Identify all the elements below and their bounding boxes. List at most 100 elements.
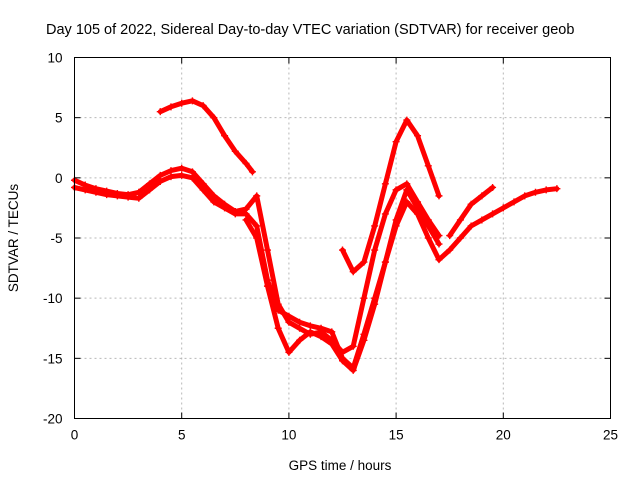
data-point-marker — [253, 222, 261, 230]
data-point-marker — [392, 216, 400, 224]
data-point-marker — [156, 177, 164, 185]
data-point-marker — [360, 294, 368, 302]
data-point-marker — [424, 222, 432, 230]
data-point-marker — [146, 186, 154, 194]
data-point-marker — [135, 188, 143, 196]
data-point-marker — [81, 181, 89, 189]
data-point-marker — [274, 300, 282, 308]
data-point-marker — [478, 192, 486, 200]
data-point-marker — [510, 198, 518, 206]
y-tick-label: -5 — [50, 231, 62, 246]
data-point-marker — [178, 171, 186, 179]
data-point-marker — [263, 246, 271, 254]
y-tick-label: -15 — [43, 351, 63, 366]
series-track-c — [242, 186, 443, 374]
x-tick-label: 10 — [281, 428, 296, 443]
data-point-marker — [392, 138, 400, 146]
data-point-marker — [296, 336, 304, 344]
data-point-marker — [489, 183, 497, 191]
data-point-marker — [167, 173, 175, 181]
data-point-marker — [339, 357, 346, 365]
series-track-d — [156, 97, 256, 176]
data-point-marker — [167, 103, 175, 111]
data-point-marker — [435, 256, 443, 264]
data-point-marker — [553, 185, 561, 193]
data-point-marker — [435, 192, 443, 200]
series-track-f — [446, 183, 497, 240]
data-point-marker — [156, 171, 164, 179]
data-point-marker — [360, 336, 368, 344]
data-point-marker — [349, 366, 357, 374]
data-point-marker — [103, 187, 111, 195]
data-point-marker — [328, 328, 336, 336]
data-point-marker — [188, 168, 196, 176]
data-point-marker — [113, 189, 121, 197]
data-point-marker — [414, 132, 422, 140]
data-point-marker — [178, 164, 186, 172]
data-point-marker — [467, 200, 475, 208]
data-point-marker — [306, 322, 314, 330]
data-point-marker — [306, 328, 314, 336]
data-point-marker — [435, 240, 443, 248]
data-point-marker — [242, 159, 250, 167]
series-line — [340, 117, 442, 275]
x-tick-label: 20 — [496, 428, 511, 443]
data-point-marker — [274, 324, 282, 332]
data-point-marker — [199, 180, 207, 188]
y-axis-label: SDTVAR / TECUs — [6, 184, 21, 293]
y-tick-label: 5 — [55, 111, 63, 126]
x-tick-label: 0 — [71, 428, 79, 443]
data-point-marker — [339, 348, 346, 356]
x-tick-label: 25 — [603, 428, 618, 443]
data-point-marker — [499, 204, 507, 212]
x-axis-label: GPS time / hours — [289, 458, 392, 473]
data-point-marker — [392, 186, 400, 194]
data-point-marker — [210, 192, 218, 200]
data-point-marker — [92, 185, 100, 193]
data-point-marker — [349, 342, 357, 350]
data-point-marker — [178, 99, 186, 107]
data-point-marker — [424, 162, 432, 170]
series-line — [72, 172, 560, 371]
series-track-e — [339, 116, 443, 276]
data-point-marker — [371, 300, 379, 308]
data-point-marker — [424, 234, 432, 242]
y-tick-label: 10 — [47, 51, 62, 66]
data-point-marker — [349, 268, 357, 276]
data-point-marker — [403, 186, 411, 194]
data-point-marker — [317, 333, 325, 341]
data-point-marker — [231, 147, 239, 155]
data-point-marker — [360, 258, 368, 266]
data-point-marker — [221, 132, 229, 140]
data-point-marker — [467, 222, 475, 230]
data-point-marker — [285, 318, 293, 326]
x-tick-label: 5 — [178, 428, 186, 443]
series-layer — [71, 97, 561, 374]
data-point-marker — [339, 246, 346, 254]
data-point-marker — [188, 97, 196, 105]
data-point-marker — [489, 210, 497, 218]
data-point-marker — [285, 348, 293, 356]
data-point-marker — [221, 200, 229, 208]
series-track-a — [71, 171, 561, 372]
data-point-marker — [135, 194, 143, 202]
data-point-marker — [478, 216, 486, 224]
data-point-marker — [199, 102, 207, 110]
data-point-marker — [446, 232, 454, 240]
data-point-marker — [296, 318, 304, 326]
data-point-marker — [531, 188, 539, 196]
data-point-marker — [124, 191, 132, 199]
data-point-marker — [296, 324, 304, 332]
data-point-marker — [403, 180, 411, 188]
data-point-marker — [381, 258, 389, 266]
data-point-marker — [456, 216, 464, 224]
data-point-marker — [253, 192, 261, 200]
x-tick-label: 15 — [389, 428, 404, 443]
data-point-marker — [167, 167, 175, 175]
data-point-marker — [210, 198, 218, 206]
data-point-marker — [542, 186, 550, 194]
data-point-marker — [248, 168, 256, 176]
data-point-marker — [231, 208, 239, 216]
data-point-marker — [146, 180, 154, 188]
y-tick-label: -10 — [43, 291, 63, 306]
